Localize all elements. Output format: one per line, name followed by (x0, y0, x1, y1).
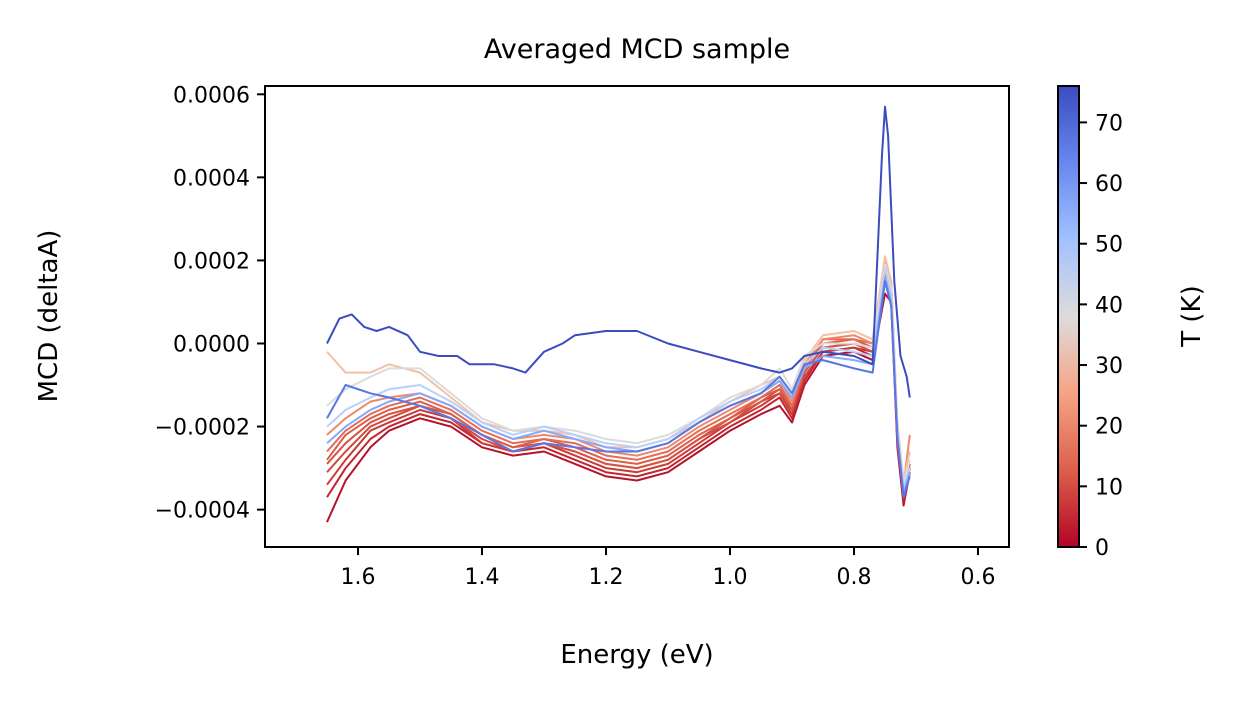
y-axis-label: MCD (deltaA) (34, 230, 64, 403)
x-tick-label: 0.8 (837, 565, 872, 590)
x-axis-label: Energy (eV) (560, 640, 713, 670)
series-line-50K (326, 267, 911, 490)
y-axis: −0.0004 −0.0002 0.0000 0.0002 0.0004 0.0006 (155, 83, 265, 524)
series-line-15K (326, 259, 911, 490)
x-tick-label: 1.6 (341, 565, 376, 590)
colorbar-tick-label: 40 (1095, 293, 1123, 318)
series-line-6K (326, 276, 911, 499)
series-layer (326, 105, 911, 523)
y-tick-label: −0.0002 (155, 416, 250, 441)
colorbar-tick-label: 30 (1095, 354, 1123, 379)
series-line-4K (326, 280, 911, 503)
colorbar-tick-label: 50 (1095, 233, 1123, 258)
x-tick-label: 1.4 (465, 565, 500, 590)
chart-title: Averaged MCD sample (484, 34, 790, 65)
colorbar-gradient (1057, 85, 1080, 548)
y-tick-label: 0.0000 (173, 332, 250, 357)
colorbar-tick-label: 70 (1095, 111, 1123, 136)
series-line-76K (326, 105, 911, 398)
y-tick-label: 0.0002 (173, 249, 250, 274)
x-tick-label: 0.6 (961, 565, 996, 590)
colorbar-label: T (K) (1177, 285, 1207, 347)
colorbar-tick-label: 60 (1095, 172, 1123, 197)
plot-frame (264, 85, 1010, 548)
colorbar: 0 10 20 30 40 50 60 70 T (K) (1057, 85, 1207, 561)
series-line-12K (326, 263, 911, 494)
y-tick-label: −0.0004 (155, 499, 250, 524)
colorbar-tick-label: 20 (1095, 415, 1123, 440)
colorbar-tick-label: 0 (1095, 536, 1109, 561)
x-tick-label: 1.0 (713, 565, 748, 590)
x-tick-label: 1.2 (589, 565, 624, 590)
y-tick-label: 0.0006 (173, 83, 250, 108)
series-line-68K (326, 280, 911, 499)
series-line-10K (326, 267, 911, 494)
y-tick-label: 0.0004 (173, 166, 250, 191)
x-axis: 1.6 1.4 1.2 1.0 0.8 0.6 (341, 547, 996, 590)
colorbar-ticks: 0 10 20 30 40 50 60 70 (1079, 111, 1123, 561)
colorbar-tick-label: 10 (1095, 475, 1123, 500)
